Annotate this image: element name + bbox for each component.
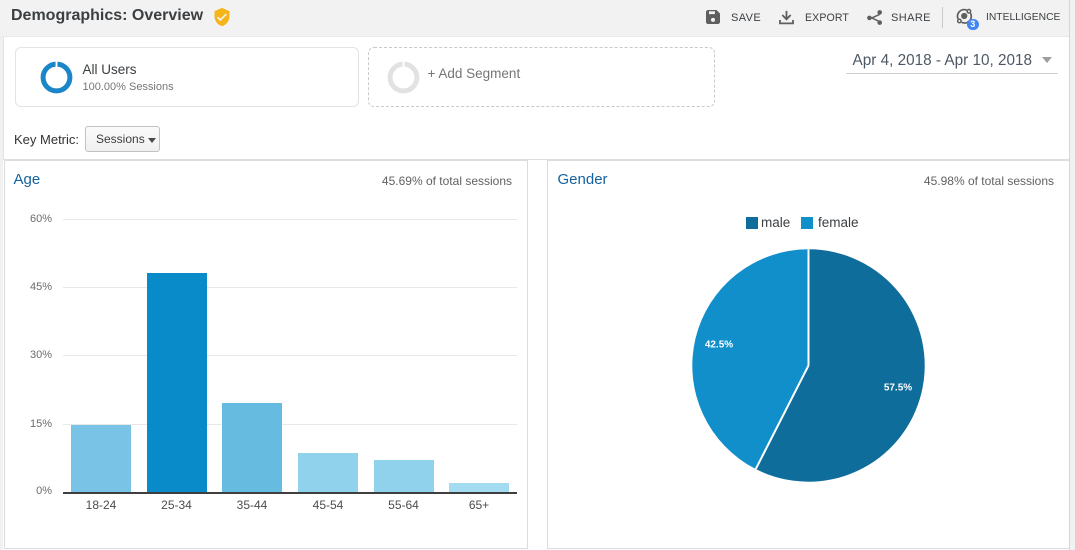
svg-text:42.5%: 42.5% xyxy=(705,339,733,350)
svg-text:57.5%: 57.5% xyxy=(884,382,912,393)
